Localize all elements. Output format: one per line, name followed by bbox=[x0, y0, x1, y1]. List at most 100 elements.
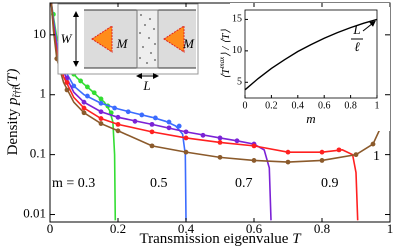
data-point bbox=[98, 100, 104, 106]
inset-frame bbox=[244, 9, 378, 99]
data-point bbox=[139, 112, 145, 118]
data-point bbox=[285, 159, 291, 165]
data-point bbox=[217, 135, 223, 141]
mode-label: M bbox=[182, 36, 195, 51]
x-tick-label: 0.4 bbox=[178, 221, 195, 236]
y-tick-label: 1 bbox=[40, 86, 47, 101]
x-label-text: Transmission eigenvalue bbox=[139, 231, 288, 247]
data-point bbox=[285, 149, 291, 155]
series-label: 1 bbox=[373, 149, 380, 164]
inset-y-label-part: ⟩ / ⟨T⟩ bbox=[220, 28, 232, 56]
diagram-inset: W M M L bbox=[57, 3, 199, 93]
inset-x-tick-label: 0.4 bbox=[292, 100, 305, 111]
data-point bbox=[64, 87, 70, 93]
inset-y-tick-label: 10 bbox=[232, 45, 242, 56]
series-label: m = 0.3 bbox=[52, 176, 95, 191]
data-point bbox=[98, 121, 104, 126]
data-point bbox=[176, 123, 182, 129]
data-point bbox=[132, 118, 138, 124]
x-axis-label: Transmission eigenvalue T bbox=[139, 231, 302, 247]
data-point bbox=[71, 83, 77, 89]
data-point bbox=[200, 132, 206, 138]
mode-label: M bbox=[116, 36, 129, 51]
data-point bbox=[64, 80, 70, 85]
inset-x-tick-label: 0.2 bbox=[265, 100, 278, 111]
data-point bbox=[78, 78, 83, 84]
inset-y-label: ⟨Tmax⟩ / ⟨T⟩ bbox=[218, 28, 232, 78]
x-label-var: T bbox=[292, 231, 302, 247]
inset-x-tick-label: 0.6 bbox=[318, 100, 331, 111]
data-point bbox=[91, 90, 97, 96]
y-tick-label: 0.01 bbox=[23, 206, 46, 221]
length-label: L bbox=[142, 78, 150, 93]
data-point bbox=[64, 75, 70, 81]
data-point bbox=[319, 158, 325, 163]
data-point bbox=[353, 152, 359, 158]
y-label-var: p bbox=[5, 97, 21, 106]
inset-y-tick-label: 15 bbox=[232, 14, 242, 25]
data-point bbox=[85, 84, 90, 90]
data-point bbox=[251, 158, 257, 163]
inset-y-label-sup: max bbox=[218, 56, 226, 69]
data-point bbox=[81, 110, 87, 116]
y-tick-label: 0.1 bbox=[30, 146, 46, 161]
series-label: 0.9 bbox=[321, 176, 339, 191]
inset-x-tick-label: 0 bbox=[243, 100, 248, 111]
data-point bbox=[166, 125, 172, 131]
data-point bbox=[85, 93, 90, 99]
data-point bbox=[98, 96, 104, 102]
data-point bbox=[115, 114, 121, 120]
y-label-text: Density bbox=[5, 108, 21, 155]
data-point bbox=[149, 121, 155, 127]
mode-shape bbox=[163, 25, 185, 53]
data-point bbox=[217, 154, 223, 160]
y-axis-label: Density pt̃†t̃(T) bbox=[5, 69, 23, 156]
inset-y-label-part: ⟨T bbox=[220, 68, 232, 79]
data-point bbox=[183, 129, 189, 135]
series-label: 0.5 bbox=[150, 176, 168, 191]
inset-x-label: m bbox=[306, 111, 315, 126]
annotation-denominator: ℓ bbox=[354, 39, 360, 54]
width-label: W bbox=[61, 31, 73, 46]
y-label-sub: t̃†t̃ bbox=[12, 86, 24, 98]
x-tick-label: 0.6 bbox=[246, 221, 263, 236]
data-point bbox=[81, 105, 87, 111]
scatterers bbox=[139, 14, 156, 64]
inset-x-tick-label: 0.8 bbox=[344, 100, 357, 111]
data-point bbox=[98, 109, 104, 115]
inset-line bbox=[244, 18, 378, 91]
inset-background bbox=[230, 3, 390, 131]
data-point bbox=[112, 105, 117, 111]
data-point bbox=[166, 119, 172, 125]
x-tick-label: 0.2 bbox=[110, 221, 126, 236]
data-point bbox=[183, 135, 189, 141]
data-point bbox=[217, 139, 223, 145]
mode-shape bbox=[91, 25, 113, 53]
annotation-numerator: L bbox=[352, 22, 360, 37]
inset-x-tick-label: 1 bbox=[375, 100, 380, 111]
data-point bbox=[251, 143, 257, 149]
data-point bbox=[149, 129, 155, 135]
x-tick-label: 1 bbox=[387, 221, 394, 236]
data-point bbox=[98, 116, 104, 121]
data-point bbox=[234, 138, 240, 144]
data-point bbox=[125, 109, 131, 115]
x-tick-label: 0.8 bbox=[314, 221, 330, 236]
y-tick-label: 10 bbox=[33, 26, 46, 41]
data-point bbox=[115, 128, 121, 134]
data-point bbox=[370, 141, 376, 147]
disorder-region bbox=[136, 9, 159, 69]
data-point bbox=[183, 149, 189, 155]
data-point bbox=[149, 143, 155, 149]
data-point bbox=[153, 115, 158, 121]
data-point bbox=[319, 149, 325, 155]
series-label: 0.7 bbox=[235, 176, 253, 191]
annotation-arrow bbox=[362, 20, 376, 32]
data-point bbox=[115, 121, 121, 127]
data-point bbox=[81, 99, 87, 105]
y-label-arg: (T) bbox=[5, 69, 21, 87]
data-point bbox=[336, 147, 342, 153]
x-tick-label: 0 bbox=[47, 221, 54, 236]
